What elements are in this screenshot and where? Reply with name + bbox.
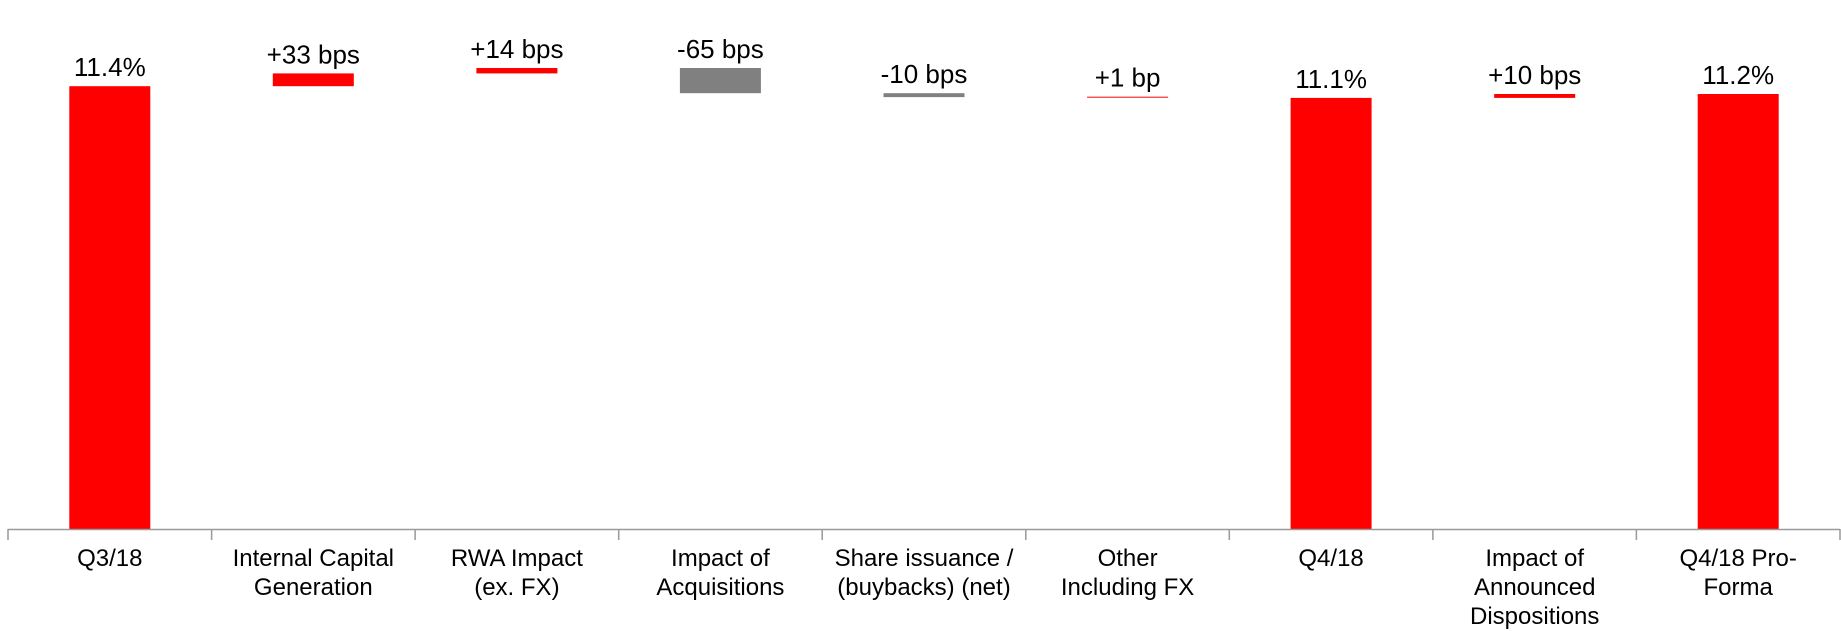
value-labels-group: 11.4% +33 bps +14 bps -65 bps -10 bps +1 bp 11…	[74, 34, 1774, 94]
bar-5	[1087, 96, 1169, 98]
category-label-7-0: Impact of	[1485, 545, 1584, 572]
category-label-6-0: Q4/18	[1298, 545, 1363, 572]
category-label-3-0: Impact of	[671, 545, 770, 572]
value-label-7: +10 bps	[1488, 60, 1581, 90]
value-label-3: -65 bps	[677, 34, 764, 64]
bar-0	[69, 86, 151, 529]
bar-3	[679, 68, 761, 94]
category-label-4-0: Share issuance /	[835, 545, 1014, 572]
category-label-1-0: Internal Capital	[233, 545, 394, 572]
bars-group	[69, 68, 1779, 530]
category-label-5-1: Including FX	[1061, 574, 1194, 601]
category-label-7-2: Dispositions	[1470, 603, 1599, 630]
x-axis	[7, 528, 1841, 540]
bar-8	[1697, 94, 1779, 529]
bar-4	[883, 93, 965, 98]
category-label-4-1: (buybacks) (net)	[837, 574, 1010, 601]
category-label-3-1: Acquisitions	[656, 574, 784, 601]
category-label-8-1: Forma	[1704, 574, 1774, 601]
category-label-8-0: Q4/18 Pro-	[1680, 545, 1797, 572]
category-label-2-1: (ex. FX)	[474, 574, 559, 601]
value-label-5: +1 bp	[1095, 63, 1161, 93]
value-label-4: -10 bps	[881, 59, 968, 89]
category-label-0-0: Q3/18	[77, 545, 142, 572]
value-label-6: 11.1%	[1295, 64, 1367, 94]
category-label-1-1: Generation	[254, 574, 373, 601]
value-label-8: 11.2%	[1702, 60, 1774, 90]
category-label-7-1: Announced	[1474, 574, 1595, 601]
category-label-5-0: Other	[1098, 545, 1158, 572]
value-label-0: 11.4%	[74, 52, 146, 82]
bar-2	[476, 68, 558, 74]
bar-6	[1290, 97, 1372, 530]
value-label-2: +14 bps	[470, 34, 563, 64]
bar-1	[272, 73, 354, 87]
bar-7	[1494, 94, 1576, 98]
category-label-2-0: RWA Impact	[451, 545, 583, 572]
value-label-1: +33 bps	[267, 39, 360, 69]
